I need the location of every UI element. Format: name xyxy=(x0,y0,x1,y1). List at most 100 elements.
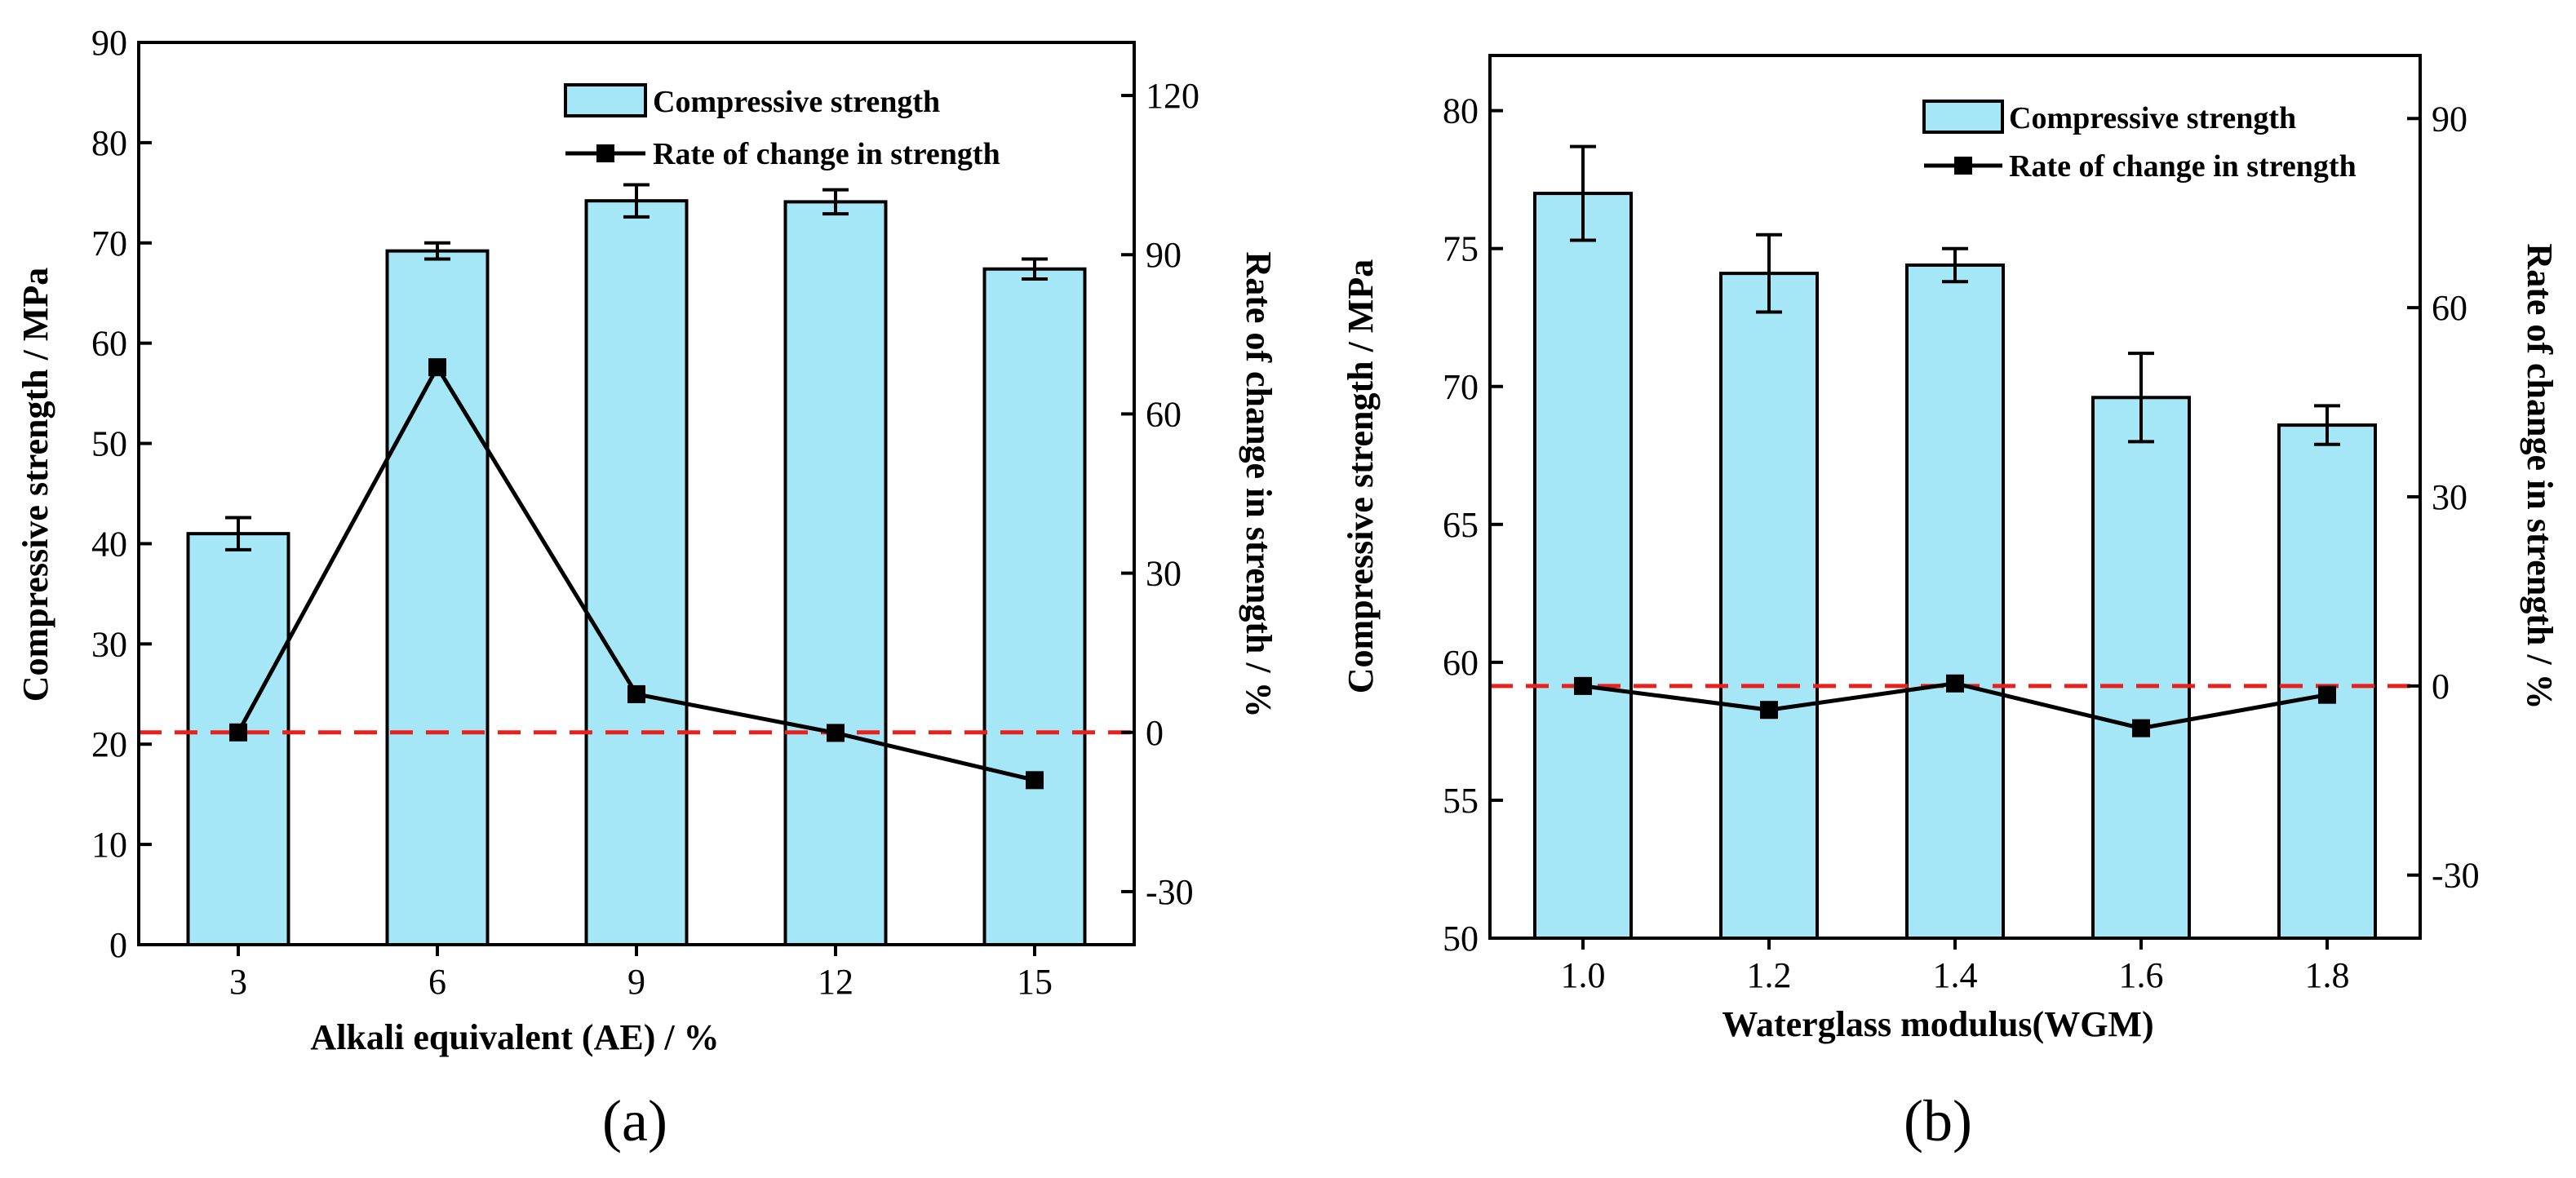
y2-tick-label-b-0: 0 xyxy=(2432,666,2450,706)
y2-tick-label-a-0: 0 xyxy=(1146,713,1164,753)
legend-line-marker-a xyxy=(596,144,614,162)
x-tick-label-a-9: 9 xyxy=(627,962,645,1002)
y-tick-label-b-55: 55 xyxy=(1443,781,1479,821)
y2-tick-label-a-90: 90 xyxy=(1146,235,1182,275)
y2-tick-label-a-60: 60 xyxy=(1146,394,1182,434)
y-tick-label-a-30: 30 xyxy=(91,624,127,664)
panel-label-a: (a) xyxy=(602,1088,667,1154)
rate-point-a-15 xyxy=(1026,771,1044,790)
y-axis-ticks-b: 50 55 60 65 70 75 80 xyxy=(1443,91,1503,959)
y-tick-label-b-60: 60 xyxy=(1443,643,1479,683)
y2-tick-label-b--30: -30 xyxy=(2432,856,2480,896)
y-tick-label-a-0: 0 xyxy=(109,925,127,965)
legend-bar-label-a: Compressive strength xyxy=(653,85,940,119)
x-tick-label-b-1.8: 1.8 xyxy=(2305,955,2350,995)
x-tick-label-b-1.6: 1.6 xyxy=(2119,955,2164,995)
error-bars-b xyxy=(1570,144,2340,446)
x-axis-ticks-b: 1.0 1.2 1.4 1.6 1.8 xyxy=(1561,938,2350,995)
rate-point-a-3 xyxy=(229,723,247,742)
y2-axis-ticks-a: -30 0 30 60 90 120 xyxy=(1121,76,1199,912)
bar-b-1.0 xyxy=(1533,192,1633,940)
legend-bar-swatch-b xyxy=(1922,100,2004,134)
x-tick-label-b-1.2: 1.2 xyxy=(1747,955,1792,995)
error-bars-a xyxy=(225,183,1048,551)
x-tick-label-b-1.4: 1.4 xyxy=(1933,955,1978,995)
rate-point-a-9 xyxy=(627,684,645,703)
y2-tick-label-b-60: 60 xyxy=(2432,288,2467,328)
y-tick-label-b-75: 75 xyxy=(1443,229,1479,269)
x-axis-title-b: Waterglass modulus(WGM) xyxy=(1722,1004,2153,1044)
legend-bar-swatch-a xyxy=(564,83,647,117)
y-axis-title-a: Compressive strength / MPa xyxy=(16,268,55,702)
y2-tick-label-b-30: 30 xyxy=(2432,477,2467,517)
rate-point-a-6 xyxy=(428,358,446,377)
bar-b-1.6 xyxy=(2091,396,2191,940)
rate-point-b-1.8 xyxy=(2318,685,2336,704)
y2-tick-label-b-90: 90 xyxy=(2432,99,2467,139)
y2-tick-label-a-30: 30 xyxy=(1146,554,1182,594)
rate-points-b xyxy=(1574,674,2336,737)
y-tick-label-a-90: 90 xyxy=(91,23,127,63)
bars-a xyxy=(186,199,1087,947)
y-tick-label-a-70: 70 xyxy=(91,224,127,264)
rate-point-b-1.2 xyxy=(1760,701,1778,720)
x-axis-ticks-a: 3 6 9 12 15 xyxy=(229,945,1053,1002)
legend-line-marker-b xyxy=(1954,157,1972,175)
legend-a: Compressive strength Rate of change in s… xyxy=(564,83,1000,171)
x-tick-label-a-15: 15 xyxy=(1017,962,1053,1002)
y-axis-ticks-a: 0 10 20 30 40 50 60 70 80 90 xyxy=(91,23,152,965)
legend-b: Compressive strength Rate of change in s… xyxy=(1922,100,2357,184)
error-bar-a-9 xyxy=(623,183,650,219)
y-tick-label-a-40: 40 xyxy=(91,524,127,564)
chart-panel-a: 0 10 20 30 40 50 60 70 80 90 -30 0 30 60 90 120 3 6 9 12 1… xyxy=(16,23,1279,1154)
x-tick-label-a-3: 3 xyxy=(229,962,247,1002)
error-bar-b-1.2 xyxy=(1756,232,1782,314)
bar-b-1.8 xyxy=(2277,423,2377,940)
y-tick-label-a-10: 10 xyxy=(91,825,127,865)
y-tick-label-a-80: 80 xyxy=(91,123,127,163)
rate-points-a xyxy=(229,358,1044,790)
rate-point-a-12 xyxy=(827,724,845,742)
x-tick-label-a-12: 12 xyxy=(818,962,853,1002)
y-tick-label-a-50: 50 xyxy=(91,424,127,464)
bar-a-15 xyxy=(982,267,1087,946)
y-tick-label-b-50: 50 xyxy=(1443,919,1479,959)
y-tick-label-a-20: 20 xyxy=(91,724,127,764)
rate-point-b-1.6 xyxy=(2132,719,2150,737)
y-tick-label-b-65: 65 xyxy=(1443,505,1479,545)
panel-label-b: (b) xyxy=(1904,1088,1972,1154)
x-tick-label-b-1.0: 1.0 xyxy=(1561,955,1606,995)
legend-line-label-a: Rate of change in strength xyxy=(653,137,1000,171)
error-bar-a-6 xyxy=(424,241,450,261)
y2-tick-label-a-120: 120 xyxy=(1146,76,1199,116)
error-bar-b-1.6 xyxy=(2128,352,2154,444)
bar-b-1.2 xyxy=(1719,272,1819,940)
y-axis-title-b: Compressive strength / MPa xyxy=(1341,259,1381,693)
bar-b-1.4 xyxy=(1905,263,2005,941)
y-tick-label-a-60: 60 xyxy=(91,324,127,364)
y-tick-label-b-80: 80 xyxy=(1443,91,1479,131)
bars-b xyxy=(1533,192,2377,941)
error-bar-a-12 xyxy=(822,188,849,216)
y-tick-label-b-70: 70 xyxy=(1443,367,1479,407)
error-bar-b-1.8 xyxy=(2314,404,2340,446)
x-tick-label-a-6: 6 xyxy=(428,962,446,1002)
x-axis-title-a: Alkali equivalent (AE) / % xyxy=(310,1017,719,1057)
bar-a-12 xyxy=(783,200,888,947)
legend-bar-label-b: Compressive strength xyxy=(2009,101,2296,135)
error-bar-a-3 xyxy=(225,516,251,551)
y2-tick-label-a--30: -30 xyxy=(1146,872,1194,912)
rate-point-b-1.4 xyxy=(1946,674,1964,693)
error-bar-b-1.4 xyxy=(1942,246,1968,284)
error-bar-a-15 xyxy=(1022,257,1048,281)
y2-axis-title-a: Rate of change in strength / % xyxy=(1239,251,1279,717)
bar-a-6 xyxy=(385,249,490,946)
bar-a-9 xyxy=(584,199,689,947)
y2-axis-title-b: Rate of change in strength / % xyxy=(2520,243,2560,709)
legend-line-label-b: Rate of change in strength xyxy=(2009,149,2357,184)
error-bar-b-1.0 xyxy=(1570,144,1596,242)
y2-axis-ticks-b: -30 0 30 60 90 xyxy=(2407,99,2480,896)
rate-point-b-1.0 xyxy=(1574,676,1592,695)
